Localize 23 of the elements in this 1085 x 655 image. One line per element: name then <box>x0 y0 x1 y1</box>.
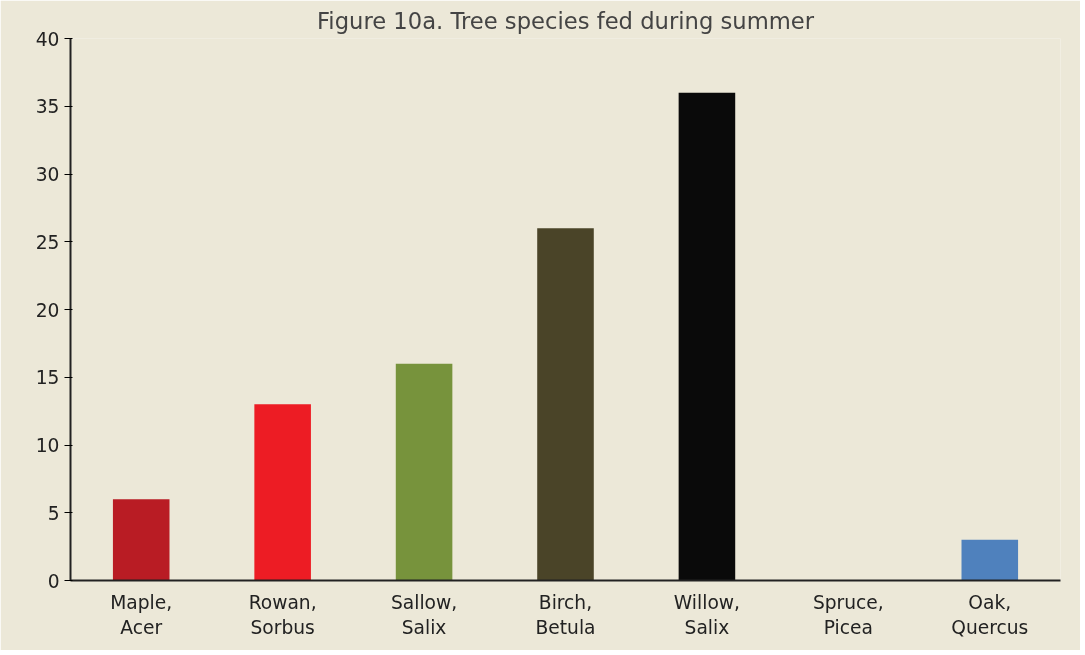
bar <box>961 539 1019 581</box>
y-tick-label: 5 <box>47 502 60 524</box>
x-tick-label: Spruce, Picea <box>812 591 884 638</box>
bar <box>537 228 594 581</box>
y-tick-label: 25 <box>35 231 60 253</box>
y-tick-label: 15 <box>35 367 60 389</box>
y-tick-label: 35 <box>35 96 60 118</box>
x-tick-label: Birch, Betula <box>535 591 596 638</box>
bar <box>395 363 453 581</box>
bar <box>254 404 311 581</box>
y-tick-label: 30 <box>35 164 60 185</box>
y-tick-label: 10 <box>35 435 60 456</box>
bar <box>112 499 170 581</box>
y-tick-label: 20 <box>35 299 60 321</box>
x-tick-label: Willow, Salix <box>673 591 741 638</box>
x-tick-label: Oak, Quercus <box>951 591 1029 638</box>
bar <box>678 92 736 581</box>
x-tick-label: Rowan, Sorbus <box>248 591 317 638</box>
y-tick-label: 0 <box>47 570 60 592</box>
x-tick-label: Maple, Acer <box>110 591 173 638</box>
chart-title: Figure 10a. Tree species fed during summer <box>316 7 815 34</box>
y-tick-label: 40 <box>35 28 60 50</box>
x-tick-label: Sallow, Salix <box>390 591 458 638</box>
